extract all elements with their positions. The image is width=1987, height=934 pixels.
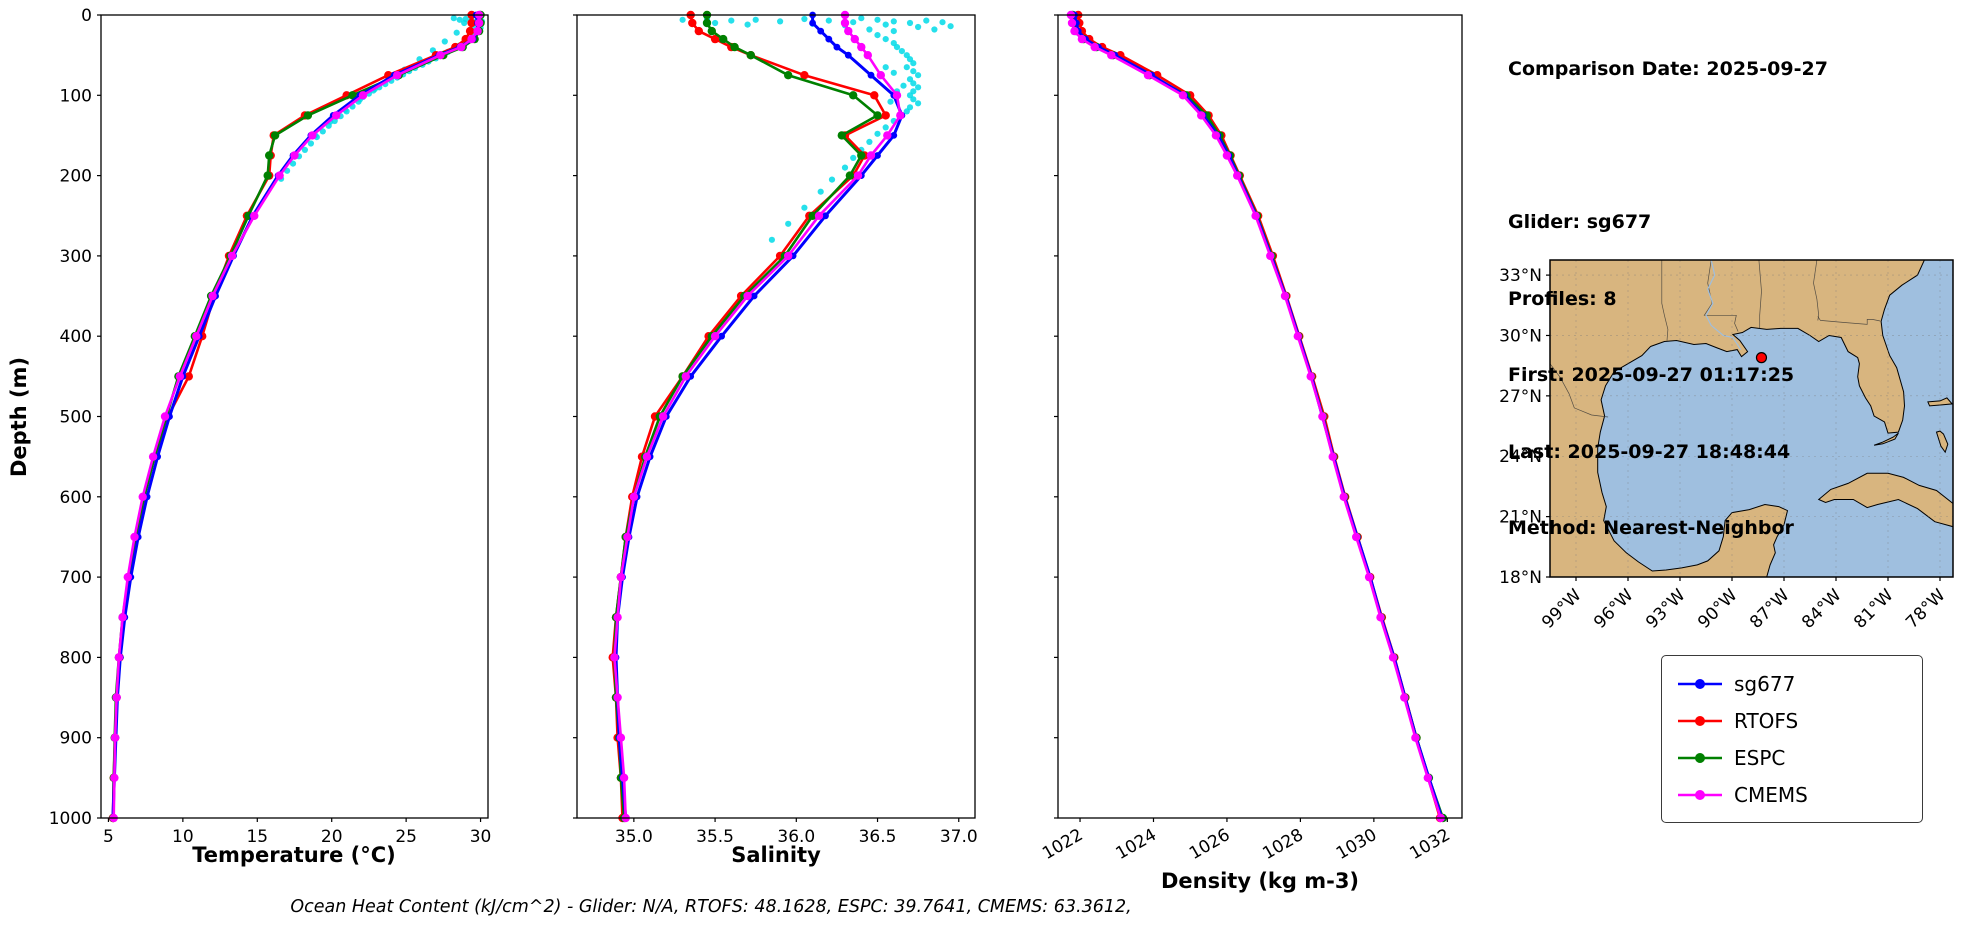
x-tick-label: 35.0	[615, 827, 653, 847]
depth-tick-label: 600	[60, 488, 92, 508]
glider-position-marker	[1755, 352, 1768, 364]
espc-line-swatch	[1676, 749, 1724, 767]
lat-tick-label: 24°N	[1499, 447, 1542, 467]
x-tick-label: 1026	[1186, 825, 1233, 864]
depth-tick-label: 700	[60, 568, 92, 588]
depth-tick-label: 100	[60, 86, 92, 106]
x-tick-label: 25	[395, 827, 417, 847]
salinity-axis-label: Salinity	[731, 843, 821, 867]
legend-item-cmems: CMEMS	[1676, 776, 1908, 813]
lat-tick-label: 33°N	[1499, 266, 1542, 286]
x-tick-label: 15	[246, 827, 268, 847]
last-profile-time: Last: 2025-09-27 18:48:44	[1508, 440, 1791, 463]
depth-ticks	[573, 14, 577, 819]
x-ticks: 35.0 35.5 36.0 36.5 37.0	[615, 818, 978, 847]
depth-tick-label: 900	[60, 729, 92, 749]
legend-line-icon	[1678, 752, 1722, 763]
lon-tick-label: 81°W	[1850, 585, 1897, 632]
series-cmems	[1066, 10, 1445, 823]
x-tick-label: 35.5	[696, 827, 734, 847]
legend-label: CMEMS	[1734, 782, 1808, 807]
first-profile-time: First: 2025-09-27 01:17:25	[1508, 364, 1795, 386]
series-sg677	[1071, 11, 1446, 822]
series-rtofs	[1074, 10, 1445, 823]
x-tick-label: 37.0	[940, 827, 978, 847]
depth-tick-label: 1000	[49, 809, 92, 829]
legend-line-icon	[1678, 789, 1722, 800]
method-label: Method: Nearest-Neighbor	[1508, 517, 1794, 539]
x-tick-label: 36.0	[777, 827, 815, 847]
x-tick-label: 20	[321, 827, 343, 847]
x-tick-label: 1032	[1406, 825, 1453, 864]
lat-tick-label: 18°N	[1499, 568, 1542, 588]
depth-tick-label: 300	[60, 247, 92, 267]
map-land	[1550, 260, 1953, 577]
lat-tick-label: 30°N	[1499, 326, 1542, 346]
depth-ticks: 0 100 200 300 400 500 600 700 800 900 1000	[49, 6, 101, 829]
profiles-count: Profiles: 8	[1508, 287, 1617, 310]
x-tick-label: 1022	[1039, 825, 1086, 864]
x-tick-label: 30	[470, 827, 492, 847]
info-spacer	[1508, 134, 1828, 160]
depth-axis-label: Depth (m)	[7, 357, 31, 477]
legend-item-rtofs: RTOFS	[1676, 702, 1908, 739]
legend-label: RTOFS	[1734, 708, 1799, 733]
comparison-info-panel: Comparison Date: 2025-09-27 Glider: sg67…	[1508, 6, 1828, 593]
x-tick-label: 10	[172, 827, 194, 847]
x-ticks: 1022 1024 1026 1028 1030 1032	[1039, 818, 1454, 864]
series-cmems	[109, 10, 484, 823]
series-cmems	[610, 10, 905, 823]
legend-item-espc: ESPC	[1676, 739, 1908, 776]
legend-item-sg677: sg677	[1676, 665, 1908, 702]
legend-line-icon	[1678, 678, 1722, 689]
density-axis-label: Density (kg m-3)	[1161, 869, 1359, 893]
x-tick-label: 36.5	[859, 827, 897, 847]
salinity-plot: 35.0 35.5 36.0 36.5 37.0	[573, 10, 978, 847]
x-tick-label: 1030	[1333, 825, 1380, 864]
temperature-plot: 0 100 200 300 400 500 600 700 800 900 1000 5 10 15 20 2…	[49, 6, 492, 847]
x-tick-label: 1028	[1259, 825, 1306, 864]
depth-tick-label: 0	[81, 6, 92, 26]
comparison-date: Comparison Date: 2025-09-27	[1508, 58, 1828, 80]
lat-tick-label: 27°N	[1499, 387, 1542, 407]
x-ticks: 5 10 15 20 25 30	[103, 818, 491, 847]
river-line	[1705, 260, 1742, 350]
ohc-caption: Ocean Heat Content (kJ/cm^2) - Glider: N…	[290, 897, 1132, 917]
glider-name: Glider: sg677	[1508, 211, 1652, 233]
x-tick-label: 5	[103, 827, 114, 847]
legend: sg677 RTOFS ESPC CMEMS	[1661, 655, 1923, 823]
rtofs-line-swatch	[1676, 712, 1724, 730]
series-espc	[1068, 10, 1448, 823]
glider-raw-scatter	[278, 15, 486, 182]
temperature-axis-label: Temperature (°C)	[192, 843, 395, 867]
legend-label: ESPC	[1734, 745, 1786, 770]
cmems-line-swatch	[1676, 786, 1724, 804]
sg677-line-swatch	[1676, 675, 1724, 693]
depth-tick-label: 200	[60, 167, 92, 187]
depth-tick-label: 400	[60, 327, 92, 347]
legend-label: sg677	[1734, 671, 1796, 696]
depth-tick-label: 500	[60, 408, 92, 428]
density-plot: 1022 1024 1026 1028 1030 1032	[1039, 10, 1463, 864]
x-tick-label: 1024	[1113, 825, 1160, 864]
legend-line-icon	[1678, 715, 1722, 726]
lon-tick-label: 78°W	[1902, 585, 1949, 632]
depth-tick-label: 800	[60, 648, 92, 668]
depth-ticks	[1054, 14, 1058, 819]
lat-tick-label: 21°N	[1499, 508, 1542, 528]
